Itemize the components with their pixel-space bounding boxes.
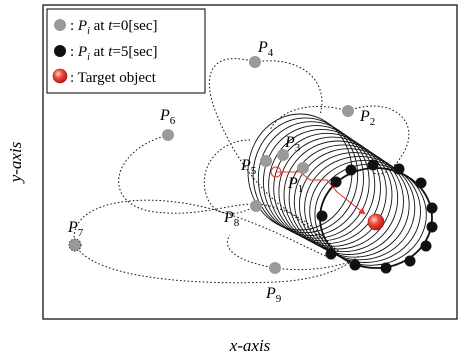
initial-dot-p6 xyxy=(162,129,174,141)
final-dot xyxy=(330,176,342,188)
final-dot xyxy=(426,221,438,233)
circle-trajectory xyxy=(257,121,364,236)
circle-trajectory xyxy=(262,125,370,239)
final-dot xyxy=(415,177,427,189)
trajectory-p2b xyxy=(269,105,349,131)
legend: : Pi at t=0[sec] : Pi at t=5[sec] : Targ… xyxy=(46,8,206,94)
legend-item-final: : Pi at t=5[sec] xyxy=(54,44,157,63)
circle-trajectory xyxy=(283,140,393,250)
y-axis-label: y-axis xyxy=(6,141,25,184)
final-dot xyxy=(426,202,438,214)
initial-dot-p5 xyxy=(260,155,272,167)
label-p6: P6 xyxy=(159,107,176,127)
legend-target-icon xyxy=(52,68,68,84)
trajectory-p4b xyxy=(254,60,323,116)
label-p9: P9 xyxy=(265,285,282,305)
legend-item-target: : Target object xyxy=(52,68,157,86)
circle-trajectory xyxy=(252,117,359,234)
label-p1: P1 xyxy=(287,175,303,195)
final-positions xyxy=(316,159,438,274)
trajectory-p2 xyxy=(347,105,410,175)
trajectory-p7 xyxy=(73,199,336,261)
legend-target-label: : Target object xyxy=(70,70,157,86)
initial-dot-p8 xyxy=(250,200,262,212)
circle-trajectory xyxy=(288,144,399,253)
final-formation-circle xyxy=(319,167,433,269)
trajectory-p9b xyxy=(227,234,276,269)
label-p2: P2 xyxy=(359,108,375,128)
final-dot xyxy=(316,210,328,222)
final-dot xyxy=(325,248,337,260)
circle-trajectory xyxy=(278,136,387,247)
initial-dot-p9 xyxy=(269,262,281,274)
initial-dot-p3 xyxy=(277,149,289,161)
circle-trajectory xyxy=(298,152,410,258)
label-p5: P5 xyxy=(240,157,257,177)
final-dot xyxy=(345,164,357,176)
circle-trajectory xyxy=(309,159,421,263)
final-dot xyxy=(380,262,392,274)
legend-item-initial: : Pi at t=0[sec] xyxy=(54,18,157,37)
trajectory-p8 xyxy=(203,139,257,215)
target-path xyxy=(276,171,366,215)
label-p7: P7 xyxy=(67,219,84,239)
circle-trajectory xyxy=(304,155,416,261)
label-p8: P8 xyxy=(223,209,240,229)
circle-trajectory xyxy=(268,128,376,242)
initial-dot-p1 xyxy=(297,162,309,174)
label-p3: P3 xyxy=(284,134,301,154)
plot-frame xyxy=(42,4,458,320)
target-start-marker xyxy=(270,166,282,178)
circle-trajectory xyxy=(293,148,404,255)
initial-dot-p7 xyxy=(68,238,82,252)
final-dot xyxy=(404,255,416,267)
legend-gray-dot-icon xyxy=(54,19,66,31)
circle-trajectories xyxy=(247,113,433,269)
legend-initial-label: : Pi at t=0[sec] xyxy=(70,18,157,37)
x-axis-label: x-axis xyxy=(229,336,271,355)
final-dot xyxy=(393,163,405,175)
final-dot xyxy=(349,259,361,271)
trajectory-p9 xyxy=(274,261,351,271)
initial-dot-p4 xyxy=(249,56,261,68)
legend-black-dot-icon xyxy=(54,45,66,57)
target-object xyxy=(367,213,385,231)
legend-final-label: : Pi at t=5[sec] xyxy=(70,44,157,63)
trajectory-p7b xyxy=(74,244,361,284)
label-p4: P4 xyxy=(257,39,274,59)
legend-box xyxy=(46,8,206,94)
final-dot xyxy=(367,159,379,171)
final-dot xyxy=(420,240,432,252)
initial-positions xyxy=(68,56,354,274)
point-labels: P1 P2 P3 P4 P5 P6 P7 P8 P9 xyxy=(67,39,375,305)
initial-dot-p2 xyxy=(342,105,354,117)
